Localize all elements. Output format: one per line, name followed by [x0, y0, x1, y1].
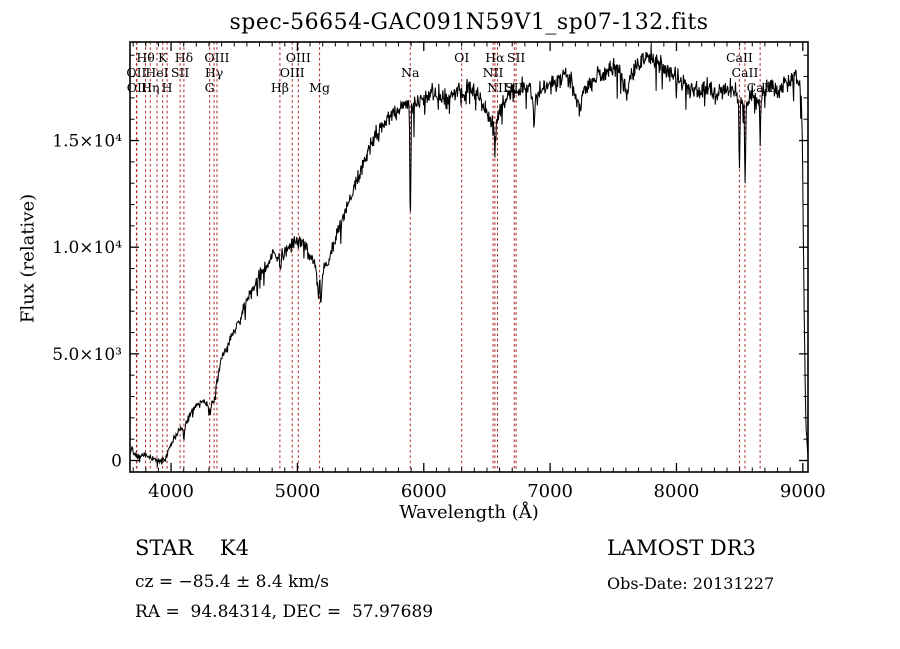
- page-title: spec-56654-GAC091N59V1_sp07-132.fits: [229, 10, 709, 35]
- coordinates-text: RA = 94.84314, DEC = 57.97689: [135, 602, 434, 622]
- y-axis-label: Flux (relative): [17, 193, 39, 324]
- x-axis-label: Wavelength (Å): [399, 502, 539, 523]
- spectral-line-label: Hη: [141, 80, 159, 95]
- spectral-line-label: NII: [483, 65, 504, 80]
- spectral-line-label: OIII: [204, 50, 229, 65]
- spectral-line-label: CaII: [732, 65, 759, 80]
- classification-text: STAR K4: [135, 536, 249, 560]
- x-tick-label: 8000: [654, 481, 700, 502]
- plot-frame: [129, 41, 809, 473]
- x-tick-label: 6000: [401, 481, 447, 502]
- spectral-line-label: SII: [171, 65, 190, 80]
- spectral-line-label: OII: [127, 80, 147, 95]
- spectral-line-label: K: [158, 50, 168, 65]
- spectral-line-label: Hθ: [136, 50, 154, 65]
- survey-release-text: LAMOST DR3: [607, 536, 756, 560]
- spectral-line-label: G: [205, 80, 215, 95]
- spectral-line-label: HeI: [145, 65, 168, 80]
- spectral-line-label: Hβ: [271, 80, 289, 95]
- x-tick-label: 7000: [527, 481, 573, 502]
- spectral-line-label: OIII: [280, 65, 305, 80]
- x-tick-label: 9000: [780, 481, 826, 502]
- y-tick-label: 0: [111, 452, 122, 472]
- spectrum-path: [130, 45, 808, 467]
- spectral-line-label: SII: [507, 50, 526, 65]
- spectral-line-label: Hδ: [175, 50, 193, 65]
- x-tick-label: 4000: [148, 481, 194, 502]
- spectral-line-label: OI: [454, 50, 469, 65]
- y-tick-label: 5.0×10³: [52, 345, 122, 365]
- x-tick-label: 5000: [275, 481, 321, 502]
- spectral-line-label: OIII: [286, 50, 311, 65]
- spectral-line-label: Hγ: [205, 65, 223, 80]
- spectral-line-label: CaII: [726, 50, 753, 65]
- spectral-line-label: NII: [487, 80, 508, 95]
- spectral-line-label: H: [162, 80, 173, 95]
- radial-velocity-text: cz = −85.4 ± 8.4 km/s: [135, 572, 329, 592]
- spectral-line-label: Hα: [485, 50, 505, 65]
- y-tick-label: 1.0×10⁴: [52, 238, 122, 258]
- spectral-line-label: Mg: [309, 80, 330, 95]
- spectral-line-label: Na: [401, 65, 420, 80]
- y-tick-label: 1.5×10⁴: [52, 132, 122, 152]
- obs-date-text: Obs-Date: 20131227: [607, 574, 775, 593]
